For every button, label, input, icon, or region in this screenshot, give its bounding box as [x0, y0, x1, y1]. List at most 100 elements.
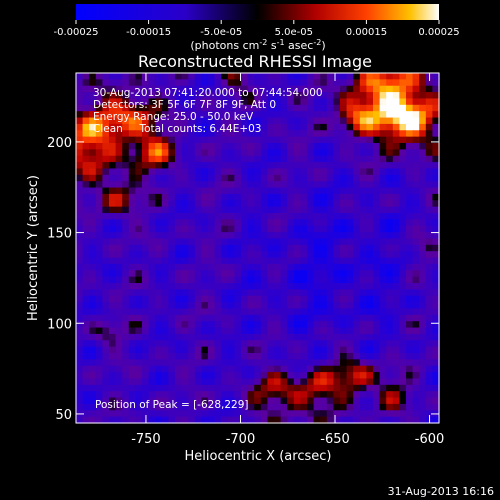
- heatmap-cell: [366, 365, 374, 373]
- heatmap-cell: [340, 149, 348, 157]
- heatmap-cell: [208, 92, 216, 100]
- heatmap-cell: [155, 346, 163, 354]
- heatmap-cell: [274, 92, 282, 100]
- heatmap-cell: [181, 85, 189, 93]
- heatmap-cell: [241, 251, 249, 259]
- heatmap-cell: [194, 353, 202, 360]
- heatmap-cell: [432, 200, 440, 208]
- heatmap-cell: [406, 200, 414, 208]
- heatmap-cell: [353, 136, 361, 144]
- heatmap-cell: [241, 238, 249, 246]
- heatmap-cell: [168, 219, 176, 227]
- heatmap-cell: [287, 200, 295, 208]
- heatmap-cell: [188, 92, 196, 100]
- heatmap-cell: [221, 251, 229, 259]
- heatmap-cell: [161, 333, 169, 341]
- heatmap-cell: [412, 263, 420, 271]
- heatmap-cell: [168, 130, 176, 138]
- heatmap-cell: [274, 295, 282, 303]
- heatmap-cell: [102, 372, 110, 380]
- heatmap-cell: [267, 219, 275, 227]
- heatmap-cell: [102, 384, 110, 392]
- heatmap-cell: [320, 416, 328, 424]
- heatmap-cell: [89, 391, 97, 399]
- heatmap-cell: [227, 85, 235, 93]
- heatmap-cell: [412, 143, 420, 150]
- heatmap-cell: [353, 244, 361, 252]
- heatmap-cell: [109, 117, 117, 125]
- heatmap-cell: [373, 403, 381, 411]
- heatmap-cell: [234, 213, 242, 220]
- heatmap-cell: [386, 244, 394, 252]
- heatmap-cell: [142, 340, 150, 348]
- heatmap-cell: [247, 397, 255, 405]
- heatmap-cell: [326, 92, 334, 100]
- heatmap-cell: [82, 378, 90, 386]
- heatmap-cell: [208, 359, 216, 367]
- heatmap-cell: [221, 232, 229, 240]
- heatmap-cell: [307, 244, 315, 252]
- heatmap-cell: [366, 92, 374, 100]
- heatmap-cell: [353, 314, 361, 322]
- heatmap-cell: [392, 174, 400, 182]
- heatmap-cell: [340, 200, 348, 208]
- heatmap-cell: [287, 143, 295, 150]
- heatmap-cell: [234, 384, 242, 392]
- heatmap-cell: [102, 333, 110, 341]
- heatmap-cell: [320, 372, 328, 380]
- heatmap-cell: [247, 384, 255, 392]
- heatmap-cell: [168, 181, 176, 189]
- heatmap-cell: [181, 168, 189, 176]
- heatmap-cell: [379, 149, 387, 157]
- heatmap-cell: [359, 391, 367, 399]
- heatmap-cell: [155, 123, 163, 131]
- heatmap-cell: [214, 314, 222, 322]
- heatmap-cell: [346, 416, 354, 424]
- heatmap-cell: [287, 391, 295, 399]
- heatmap-cell: [142, 333, 150, 341]
- heatmap-cell: [346, 365, 354, 373]
- heatmap-cell: [214, 200, 222, 208]
- heatmap-cell: [287, 168, 295, 176]
- heatmap-cell: [148, 257, 156, 265]
- heatmap-cell: [148, 111, 156, 119]
- heatmap-cell: [260, 327, 268, 335]
- heatmap-cell: [412, 130, 420, 138]
- heatmap-cell: [399, 117, 407, 125]
- heatmap-cell: [155, 403, 163, 411]
- heatmap-cell: [379, 410, 387, 418]
- heatmap-cell: [181, 340, 189, 348]
- heatmap-cell: [161, 187, 169, 195]
- heatmap-cell: [346, 206, 354, 214]
- heatmap-cell: [260, 410, 268, 418]
- heatmap-cell: [82, 340, 90, 348]
- heatmap-cell: [254, 92, 262, 100]
- heatmap-cell: [142, 155, 150, 163]
- heatmap-cell: [425, 136, 433, 144]
- heatmap-cell: [161, 251, 169, 259]
- heatmap-cell: [406, 276, 414, 284]
- heatmap-cell: [287, 397, 295, 405]
- heatmap-cell: [353, 85, 361, 93]
- heatmap-cell: [227, 155, 235, 163]
- heatmap-cell: [274, 378, 282, 386]
- heatmap-cell: [274, 85, 282, 93]
- heatmap-cell: [379, 200, 387, 208]
- heatmap-cell: [386, 289, 394, 297]
- heatmap-cell: [135, 257, 143, 265]
- heatmap-cell: [425, 174, 433, 182]
- heatmap-cell: [333, 283, 341, 290]
- heatmap-cell: [95, 276, 103, 284]
- heatmap-cell: [76, 155, 84, 163]
- heatmap-cell: [359, 257, 367, 265]
- heatmap-cell: [406, 346, 414, 354]
- heatmap-cell: [109, 397, 117, 405]
- heatmap-cell: [359, 263, 367, 271]
- heatmap-cell: [115, 187, 123, 195]
- heatmap-cell: [122, 263, 130, 271]
- heatmap-cell: [148, 410, 156, 418]
- heatmap-cell: [307, 162, 315, 170]
- heatmap-cell: [419, 333, 427, 341]
- heatmap-cell: [280, 73, 288, 80]
- heatmap-cell: [300, 340, 308, 348]
